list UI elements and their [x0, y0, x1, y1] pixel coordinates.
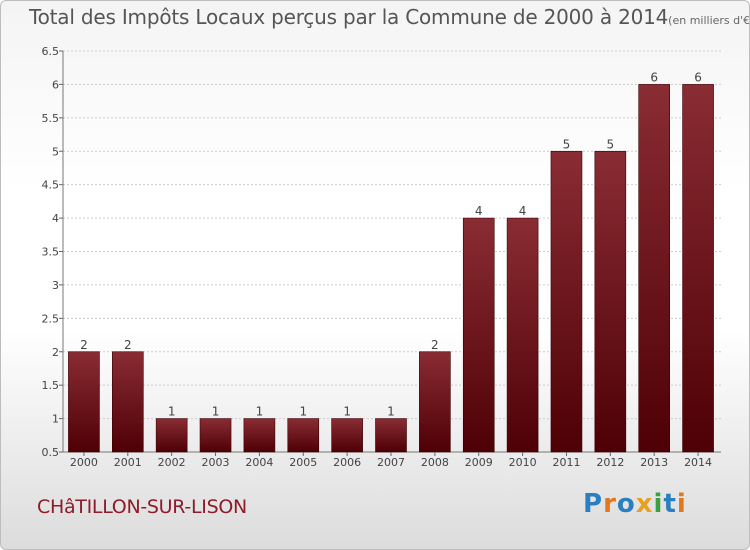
x-tick-label: 2002 — [158, 456, 186, 469]
x-axis-ticks: 2000 2001 2002 2003 2004 2005 2006 2007 2008 2009… — [70, 452, 712, 469]
x-tick-label: 2009 — [465, 456, 493, 469]
logo-letter: t — [663, 489, 677, 519]
chart-title-unit: (en milliers d'€) — [668, 14, 750, 27]
y-tick-label: 2.5 — [42, 312, 60, 325]
y-tick-label: 3 — [52, 279, 59, 292]
x-tick-label: 2001 — [114, 456, 142, 469]
y-tick-label: 4 — [52, 212, 59, 225]
y-tick-label: 3.5 — [42, 246, 60, 259]
logo-letter: P — [583, 489, 604, 519]
x-tick-label: 2004 — [245, 456, 273, 469]
bar-value-label: 1 — [168, 405, 176, 419]
bar-value-label: 6 — [650, 70, 658, 84]
logo-letter: r — [603, 489, 617, 519]
bar-value-label: 2 — [431, 338, 439, 352]
y-tick-label: 6 — [52, 78, 59, 91]
bar — [594, 150, 627, 453]
y-tick-label: 1 — [52, 413, 59, 426]
y-tick-label: 0.5 — [42, 446, 60, 459]
bar — [682, 84, 714, 453]
bar-value-label: 1 — [387, 405, 395, 419]
x-tick-label: 2003 — [202, 456, 230, 469]
x-tick-label: 2011 — [552, 456, 580, 469]
bar-value-label: 1 — [256, 405, 264, 419]
chart-title: Total des Impôts Locaux perçus par la Co… — [29, 5, 750, 29]
x-tick-label: 2012 — [596, 456, 624, 469]
bar — [331, 418, 363, 453]
bar — [375, 418, 407, 453]
y-tick-label: 5 — [52, 145, 59, 158]
logo-letter: i — [653, 489, 664, 519]
x-tick-label: 2000 — [70, 456, 98, 469]
x-tick-label: 2005 — [289, 456, 317, 469]
bar-value-label: 5 — [607, 137, 615, 151]
x-tick-label: 2013 — [640, 456, 668, 469]
bar — [243, 418, 276, 453]
bar-value-label: 1 — [343, 405, 351, 419]
x-tick-label: 2007 — [377, 456, 405, 469]
x-tick-label: 2006 — [333, 456, 361, 469]
bar-value-label: 1 — [212, 405, 220, 419]
bar — [155, 418, 188, 453]
bar — [199, 418, 232, 453]
bar-value-label: 6 — [694, 70, 702, 84]
bar-value-label: 1 — [299, 405, 307, 419]
y-tick-label: 1.5 — [42, 379, 60, 392]
logo-letter: x — [635, 489, 654, 519]
bar — [68, 351, 100, 453]
chart-title-text: Total des Impôts Locaux perçus par la Co… — [29, 5, 669, 29]
proxiti-logo[interactable]: Proxiti — [583, 489, 687, 519]
bar — [506, 217, 539, 453]
x-tick-label: 2014 — [684, 456, 712, 469]
bar-value-label: 2 — [80, 338, 88, 352]
commune-name: CHâTILLON-SUR-LISON — [37, 496, 247, 518]
bar — [550, 150, 583, 453]
bar-value-label: 4 — [475, 204, 483, 218]
y-tick-label: 5.5 — [42, 112, 60, 125]
x-tick-label: 2008 — [421, 456, 449, 469]
bar-value-label: 2 — [124, 338, 132, 352]
logo-letter: o — [616, 489, 636, 519]
bars: 2 2 1 1 1 1 1 1 2 4 4 5 5 6 6 — [68, 70, 714, 453]
y-tick-label: 6.5 — [42, 45, 60, 58]
bar — [462, 217, 495, 453]
bar — [419, 351, 451, 453]
logo-letter: i — [676, 489, 687, 519]
bar — [638, 84, 671, 453]
bar-value-label: 5 — [563, 137, 571, 151]
bar — [287, 418, 320, 453]
y-tick-label: 4.5 — [42, 179, 60, 192]
y-tick-label: 2 — [52, 346, 59, 359]
y-axis-ticks: 0.5 1 1.5 2 2.5 3 3.5 4 4.5 5 5.5 6 6.5 — [42, 45, 63, 459]
bar-value-label: 4 — [519, 204, 527, 218]
bar — [112, 351, 144, 453]
x-tick-label: 2010 — [509, 456, 537, 469]
